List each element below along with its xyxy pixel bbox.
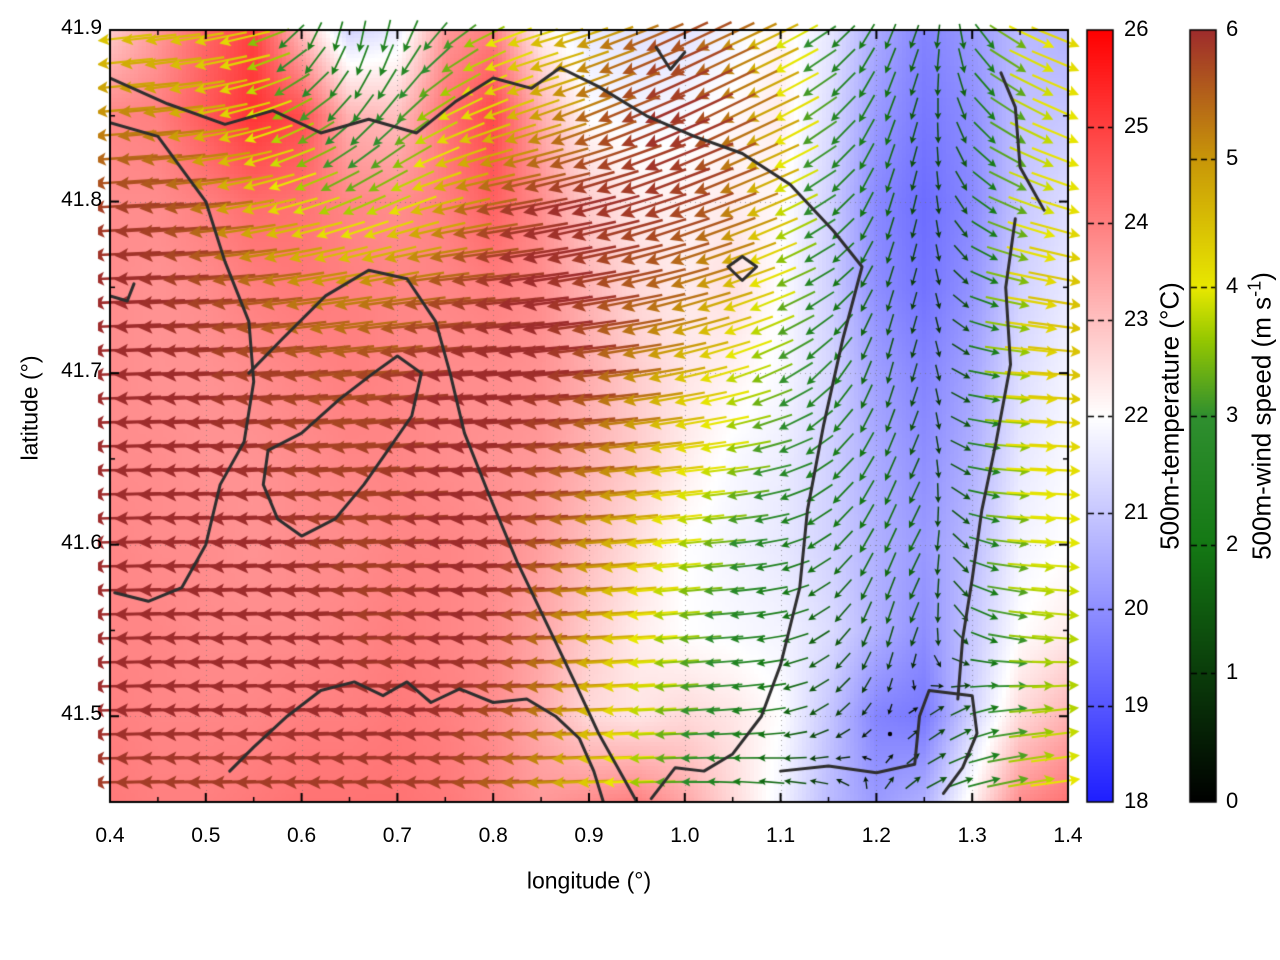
- wind-colorbar-tick-label: 0: [1226, 788, 1239, 813]
- x-tick-label: 1.0: [670, 824, 700, 847]
- wind-colorbar-tick-label: 6: [1226, 16, 1239, 41]
- x-tick-label: 0.7: [382, 824, 412, 847]
- x-axis-label: longitude (°): [526, 867, 652, 894]
- temp-colorbar-tick-label: 24: [1124, 209, 1149, 234]
- x-tick-label: 1.2: [861, 824, 891, 847]
- wind-colorbar-title: 500m-wind speed (m s-1): [1245, 272, 1278, 560]
- x-tick-label: 0.8: [478, 824, 508, 847]
- y-tick-label: 41.5: [61, 702, 102, 726]
- wind-colorbar-title-close: ): [1246, 272, 1277, 281]
- y-tick-label: 41.7: [61, 359, 102, 383]
- temp-colorbar-tick-label: 21: [1124, 498, 1149, 524]
- temp-colorbar-tick-label: 19: [1124, 691, 1149, 717]
- wind-colorbar-title-text: 500m-wind speed (m s: [1246, 296, 1277, 560]
- wind-colorbar-tick-label: 4: [1226, 273, 1239, 299]
- temp-colorbar-title: 500m-temperature (°C): [1154, 282, 1185, 550]
- y-axis-label: latitude (°): [16, 355, 43, 461]
- wind-colorbar-tick-label: 5: [1226, 144, 1239, 170]
- temp-colorbar-tick-label: 18: [1124, 788, 1149, 813]
- y-tick-label: 41.9: [61, 16, 102, 39]
- temp-colorbar-tick-label: 23: [1124, 305, 1149, 331]
- temp-colorbar-tick-label: 25: [1124, 112, 1149, 138]
- x-tick-label: 1.1: [765, 824, 796, 847]
- x-tick-label: 1.3: [957, 824, 987, 847]
- temp-colorbar-tick-label: 26: [1124, 16, 1149, 41]
- wind-colorbar-tick-label: 1: [1226, 659, 1239, 685]
- x-tick-label: 0.5: [191, 824, 221, 847]
- temp-colorbar-tick-label: 22: [1124, 402, 1149, 427]
- x-tick-label: 0.6: [286, 824, 317, 847]
- temp-colorbar-tick-label: 20: [1124, 595, 1149, 620]
- x-tick-label: 0.9: [574, 824, 604, 847]
- x-tick-label: 0.4: [95, 824, 125, 847]
- y-tick-label: 41.6: [61, 530, 102, 554]
- y-tick-label: 41.8: [61, 187, 102, 211]
- wind-colorbar-tick-label: 3: [1226, 402, 1239, 427]
- wind-colorbar-title-superscript: -1: [1244, 280, 1265, 297]
- wind-colorbar-tick-label: 2: [1226, 530, 1239, 556]
- x-tick-label: 1.4: [1053, 824, 1083, 847]
